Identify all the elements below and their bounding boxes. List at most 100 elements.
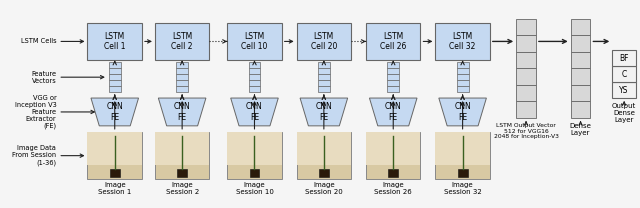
- Bar: [109, 68, 121, 74]
- Bar: [227, 22, 282, 60]
- Bar: [388, 168, 398, 177]
- Bar: [387, 74, 399, 80]
- Text: LSTM
Cell 1: LSTM Cell 1: [104, 32, 125, 51]
- Bar: [227, 132, 282, 180]
- Text: LSTM
Cell 32: LSTM Cell 32: [449, 32, 476, 51]
- Bar: [457, 62, 468, 68]
- Bar: [248, 62, 260, 68]
- Text: CNN
FE: CNN FE: [454, 102, 471, 122]
- Text: C: C: [621, 70, 627, 79]
- Text: LSTM Cells: LSTM Cells: [20, 38, 56, 45]
- Bar: [109, 74, 121, 80]
- Text: Image
Session 2: Image Session 2: [166, 182, 199, 196]
- Bar: [155, 22, 209, 60]
- Bar: [176, 86, 188, 92]
- Bar: [366, 22, 420, 60]
- Bar: [457, 68, 468, 74]
- Text: YS: YS: [620, 86, 629, 95]
- Bar: [387, 68, 399, 74]
- Text: LSTM
Cell 26: LSTM Cell 26: [380, 32, 406, 51]
- Bar: [318, 80, 330, 86]
- Bar: [612, 50, 636, 66]
- Bar: [155, 132, 209, 165]
- Bar: [516, 101, 536, 118]
- Bar: [435, 132, 490, 180]
- Bar: [155, 132, 209, 180]
- Bar: [457, 74, 468, 80]
- Text: LSTM
Cell 2: LSTM Cell 2: [172, 32, 193, 51]
- Bar: [250, 168, 259, 177]
- Polygon shape: [158, 98, 206, 126]
- Text: LSTM
Cell 10: LSTM Cell 10: [241, 32, 268, 51]
- Bar: [571, 52, 591, 68]
- Bar: [109, 62, 121, 68]
- Bar: [457, 86, 468, 92]
- Bar: [176, 74, 188, 80]
- Text: BF: BF: [620, 54, 629, 63]
- Bar: [109, 86, 121, 92]
- Bar: [88, 22, 142, 60]
- Bar: [571, 101, 591, 118]
- Bar: [109, 80, 121, 86]
- Polygon shape: [439, 98, 486, 126]
- Polygon shape: [230, 98, 278, 126]
- Bar: [248, 68, 260, 74]
- Text: Feature
Vectors: Feature Vectors: [31, 71, 56, 84]
- Text: Dense
Layer: Dense Layer: [570, 123, 591, 136]
- Text: Image
Session 32: Image Session 32: [444, 182, 481, 196]
- Bar: [516, 68, 536, 85]
- Bar: [176, 80, 188, 86]
- Text: Image
Session 10: Image Session 10: [236, 182, 273, 196]
- Bar: [296, 22, 351, 60]
- Bar: [458, 168, 468, 177]
- Text: CNN
FE: CNN FE: [316, 102, 332, 122]
- Text: CNN
FE: CNN FE: [246, 102, 263, 122]
- Bar: [88, 132, 142, 165]
- Bar: [318, 68, 330, 74]
- Bar: [612, 66, 636, 82]
- Bar: [457, 80, 468, 86]
- Bar: [516, 85, 536, 101]
- Bar: [88, 132, 142, 180]
- Text: Image
Session 20: Image Session 20: [305, 182, 343, 196]
- Text: CNN
FE: CNN FE: [385, 102, 402, 122]
- Polygon shape: [91, 98, 138, 126]
- Bar: [387, 86, 399, 92]
- Text: VGG or
Inception V3
Feature
Extractor
(FE): VGG or Inception V3 Feature Extractor (F…: [15, 95, 56, 129]
- Bar: [318, 62, 330, 68]
- Polygon shape: [369, 98, 417, 126]
- Bar: [571, 68, 591, 85]
- Bar: [366, 132, 420, 165]
- Text: CNN
FE: CNN FE: [174, 102, 191, 122]
- Bar: [435, 22, 490, 60]
- Bar: [387, 80, 399, 86]
- Bar: [612, 82, 636, 98]
- Bar: [516, 35, 536, 52]
- Bar: [248, 80, 260, 86]
- Bar: [571, 85, 591, 101]
- Text: CNN
FE: CNN FE: [106, 102, 123, 122]
- Bar: [176, 62, 188, 68]
- Bar: [435, 132, 490, 165]
- Bar: [366, 132, 420, 180]
- Bar: [318, 86, 330, 92]
- Bar: [571, 35, 591, 52]
- Bar: [319, 168, 329, 177]
- Bar: [296, 132, 351, 165]
- Bar: [516, 52, 536, 68]
- Bar: [387, 62, 399, 68]
- Text: LSTM Output Vector
512 for VGG16
2048 for Inception-V3: LSTM Output Vector 512 for VGG16 2048 fo…: [493, 123, 559, 140]
- Bar: [176, 68, 188, 74]
- Bar: [248, 86, 260, 92]
- Bar: [248, 74, 260, 80]
- Bar: [177, 168, 187, 177]
- Text: LSTM
Cell 20: LSTM Cell 20: [310, 32, 337, 51]
- Bar: [296, 132, 351, 180]
- Bar: [227, 132, 282, 165]
- Bar: [571, 19, 591, 35]
- Bar: [110, 168, 120, 177]
- Polygon shape: [300, 98, 348, 126]
- Bar: [318, 74, 330, 80]
- Text: Output
Dense
Layer: Output Dense Layer: [612, 103, 636, 123]
- Bar: [516, 19, 536, 35]
